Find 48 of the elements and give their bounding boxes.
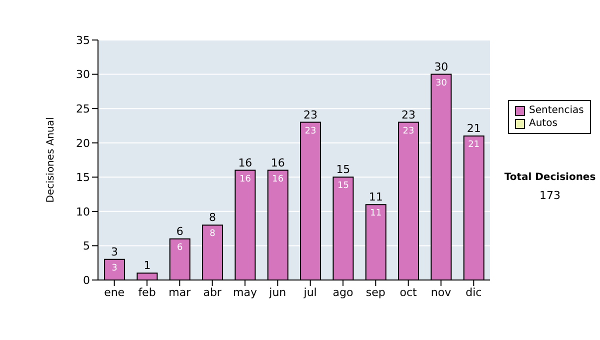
data-label: 30 bbox=[435, 78, 448, 88]
total-label: 11 bbox=[368, 190, 383, 204]
data-label: 23 bbox=[402, 126, 414, 136]
total-label: 23 bbox=[304, 108, 318, 122]
y-tick-label: 20 bbox=[76, 136, 90, 150]
total-label: 6 bbox=[176, 224, 184, 238]
y-tick-label: 0 bbox=[83, 274, 90, 287]
x-tick-label: ago bbox=[332, 286, 354, 299]
total-label: 30 bbox=[434, 60, 448, 74]
total-label: 16 bbox=[270, 156, 285, 170]
data-label: 3 bbox=[112, 263, 118, 274]
text: 173 bbox=[538, 189, 562, 202]
x-tick-label: mar bbox=[168, 286, 192, 299]
x-tick-label: ene bbox=[104, 286, 125, 299]
legend-label: Autos bbox=[529, 117, 558, 130]
data-label: 21 bbox=[468, 140, 480, 150]
x-tick-label: sep bbox=[366, 286, 386, 299]
data-label: 23 bbox=[304, 126, 316, 136]
total-label: 21 bbox=[466, 122, 481, 135]
y-axis-title: Decisiones Anual bbox=[46, 117, 57, 203]
total-label: 1 bbox=[144, 259, 151, 272]
total-label: 3 bbox=[111, 245, 118, 258]
x-tick-label: feb bbox=[138, 286, 156, 299]
y-tick-label: 5 bbox=[83, 240, 90, 253]
x-tick-label: oct bbox=[400, 286, 418, 299]
total-label: 16 bbox=[238, 156, 252, 170]
x-tick-label: nov bbox=[430, 286, 452, 299]
x-tick-label: jul bbox=[302, 286, 317, 299]
data-label: 6 bbox=[177, 242, 183, 253]
text: Total Decisiones bbox=[503, 172, 597, 183]
data-label: 16 bbox=[272, 174, 284, 184]
x-tick-label: may bbox=[233, 286, 258, 299]
total-label: 8 bbox=[209, 211, 216, 224]
y-tick-label: 30 bbox=[76, 68, 90, 82]
data-label: 11 bbox=[370, 208, 382, 219]
legend-label: Sentencias bbox=[529, 104, 584, 117]
y-tick-label: 15 bbox=[76, 171, 90, 184]
total-label: 15 bbox=[336, 163, 350, 176]
data-label: 8 bbox=[210, 229, 216, 240]
x-tick-label: jun bbox=[268, 286, 286, 299]
total-label: 23 bbox=[402, 108, 416, 122]
y-tick-label: 25 bbox=[76, 102, 90, 116]
y-tick-label: 35 bbox=[76, 34, 90, 47]
x-tick-label: abr bbox=[203, 286, 222, 299]
y-tick-label: 10 bbox=[76, 205, 90, 218]
data-label: 15 bbox=[337, 181, 349, 192]
x-tick-label: dic bbox=[466, 286, 482, 299]
data-label: 16 bbox=[239, 174, 252, 184]
